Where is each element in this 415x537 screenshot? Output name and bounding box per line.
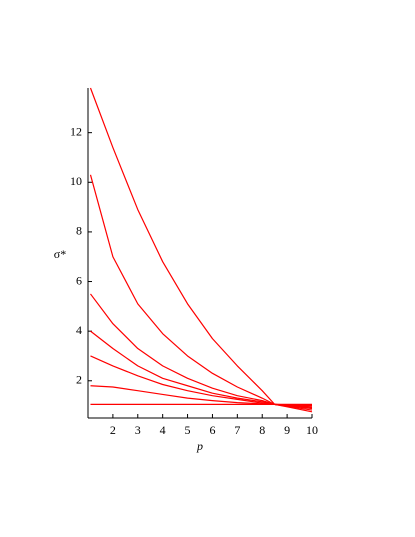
- x-tick-label: 7: [234, 423, 240, 437]
- y-tick-label: 10: [70, 174, 82, 188]
- x-tick-label: 4: [160, 423, 166, 437]
- x-tick-label: 5: [185, 423, 191, 437]
- line-series: [89, 87, 313, 413]
- y-tick-label: 2: [76, 373, 82, 387]
- x-tick-label: 6: [209, 423, 215, 437]
- line-series: [90, 330, 313, 409]
- y-axis-label: σ*: [54, 247, 66, 261]
- y-tick-label: 4: [76, 323, 82, 337]
- line-series: [89, 174, 313, 411]
- y-tick-label: 8: [76, 224, 82, 238]
- x-tick-label: 9: [284, 423, 290, 437]
- line-series: [90, 385, 313, 407]
- x-tick-label: 2: [110, 423, 116, 437]
- line-series: [90, 293, 313, 410]
- x-tick-label: 10: [306, 423, 318, 437]
- x-tick-label: 3: [135, 423, 141, 437]
- y-tick-label: 12: [70, 124, 82, 138]
- x-tick-label: 8: [259, 423, 265, 437]
- x-axis-label: p: [196, 439, 203, 453]
- y-tick-label: 6: [76, 273, 82, 287]
